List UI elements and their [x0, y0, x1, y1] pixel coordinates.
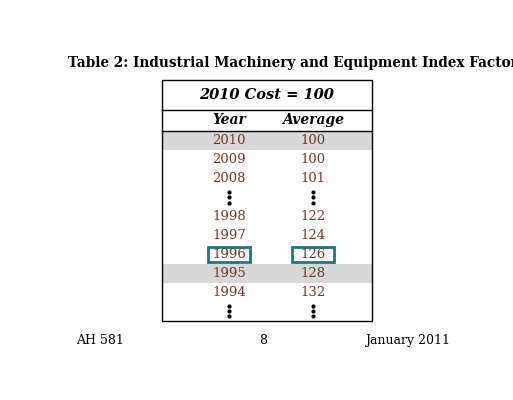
Text: 100: 100	[301, 153, 326, 166]
Text: Year: Year	[212, 113, 246, 127]
Text: 2010: 2010	[212, 134, 246, 147]
Text: 1998: 1998	[212, 210, 246, 223]
Text: 101: 101	[301, 172, 326, 185]
Text: 122: 122	[301, 210, 326, 223]
Text: 1996: 1996	[212, 248, 246, 261]
Text: 2009: 2009	[212, 153, 246, 166]
Text: 128: 128	[301, 267, 326, 280]
Text: 2008: 2008	[212, 172, 246, 185]
Text: Table 2: Industrial Machinery and Equipment Index Factors: Table 2: Industrial Machinery and Equipm…	[68, 56, 513, 70]
Text: 1995: 1995	[212, 267, 246, 280]
FancyBboxPatch shape	[208, 246, 250, 262]
Text: 1994: 1994	[212, 286, 246, 299]
Text: 132: 132	[301, 286, 326, 299]
Text: January 2011: January 2011	[365, 334, 450, 347]
Text: Average: Average	[282, 113, 344, 127]
Polygon shape	[162, 264, 372, 283]
Text: 8: 8	[259, 334, 267, 347]
FancyBboxPatch shape	[292, 246, 334, 262]
Text: 2010 Cost = 100: 2010 Cost = 100	[200, 88, 334, 102]
Text: 126: 126	[301, 248, 326, 261]
Text: 100: 100	[301, 134, 326, 147]
Text: 1997: 1997	[212, 229, 246, 242]
Text: 124: 124	[301, 229, 326, 242]
Text: AH 581: AH 581	[76, 334, 124, 347]
Polygon shape	[162, 131, 372, 150]
